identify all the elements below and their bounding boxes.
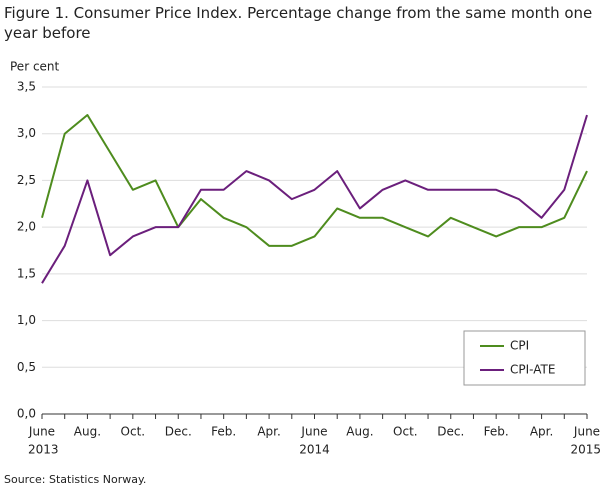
series-line [41,114,588,284]
y-tick-label: 3,5 [17,80,36,94]
x-year-label: 2014 [299,443,330,457]
y-tick-label: 0,0 [17,407,36,421]
y-tick-label: 2,5 [17,173,36,187]
y-tick-label: 2,0 [17,220,36,234]
x-tick-label: Apr. [257,425,280,439]
x-tick-label: June [573,425,600,439]
y-tick-label: 0,5 [17,360,36,374]
series-line [41,114,588,247]
legend-box [463,330,586,386]
y-tick-label: 3,0 [17,126,36,140]
y-axis-label: Per cent [10,60,60,74]
x-tick-label: Dec. [165,425,192,439]
x-tick-label: Apr. [530,425,553,439]
legend-label: CPI [510,339,529,353]
x-tick-label: Feb. [484,425,509,439]
x-year-label: 2013 [28,443,59,457]
x-tick-label: Aug. [346,425,373,439]
x-tick-label: Oct. [393,425,418,439]
x-year-label: 2015 [570,443,601,457]
x-tick-label: June [300,425,327,439]
x-tick-label: June [28,425,55,439]
chart-title: Figure 1. Consumer Price Index. Percenta… [4,4,593,42]
y-tick-label: 1,0 [17,313,36,327]
x-tick-label: Dec. [437,425,464,439]
y-tick-label: 1,5 [17,266,36,280]
x-tick-label: Feb. [211,425,236,439]
legend-label: CPI-ATE [510,363,555,377]
x-tick-label: Aug. [74,425,101,439]
x-tick-label: Oct. [121,425,146,439]
source: Source: Statistics Norway. [4,473,146,486]
